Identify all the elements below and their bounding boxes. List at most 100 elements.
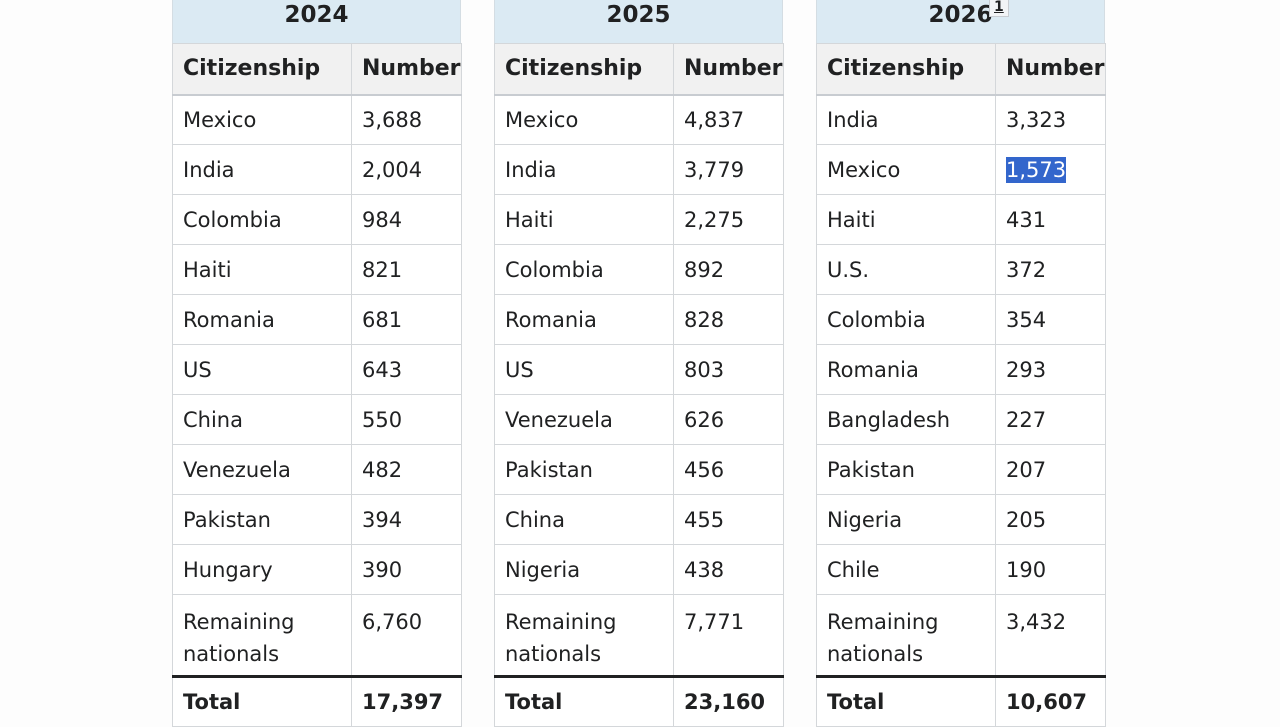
total-row: Total 17,397: [172, 675, 462, 727]
year-header: 2025: [494, 0, 783, 43]
number-cell: 4,837: [673, 94, 784, 145]
country-cell: Nigeria: [494, 544, 674, 595]
number-cell: 828: [673, 294, 784, 345]
country-cell: India: [172, 144, 352, 195]
table-row: Mexico 1,573: [816, 144, 1106, 195]
country-cell: Colombia: [494, 244, 674, 295]
number-cell: 681: [351, 294, 462, 345]
country-cell: Nigeria: [816, 494, 996, 545]
number-cell: 390: [351, 544, 462, 595]
country-cell: Pakistan: [494, 444, 674, 495]
selected-text[interactable]: 1,573: [1006, 156, 1067, 183]
number-cell: 227: [995, 394, 1106, 445]
header-row: Citizenship Number: [816, 43, 1106, 96]
table-row: India 3,323: [816, 94, 1106, 145]
country-cell: Pakistan: [816, 444, 996, 495]
number-cell: 354: [995, 294, 1106, 345]
table-row: Nigeria 205: [816, 494, 1106, 545]
country-cell: US: [494, 344, 674, 395]
table-row: Hungary 390: [172, 544, 462, 595]
year-title: 2026: [928, 2, 993, 28]
number-cell: 892: [673, 244, 784, 295]
total-label: Total: [816, 675, 996, 727]
number-cell: 438: [673, 544, 784, 595]
number-cell: 821: [351, 244, 462, 295]
total-value: 23,160: [673, 675, 784, 727]
number-cell: 372: [995, 244, 1106, 295]
country-cell: Haiti: [494, 194, 674, 245]
column-header-citizenship[interactable]: Citizenship: [172, 43, 352, 96]
table-row: Haiti 2,275: [494, 194, 784, 245]
country-cell: Romania: [172, 294, 352, 345]
year-header: 2024: [172, 0, 461, 43]
year-header: 2026 1: [816, 0, 1105, 43]
country-cell: Remaining nationals: [172, 594, 352, 677]
country-cell: China: [172, 394, 352, 445]
number-cell: 3,432: [995, 594, 1106, 677]
number-cell: 2,004: [351, 144, 462, 195]
country-cell: Romania: [494, 294, 674, 345]
citizenship-table: Citizenship Number Mexico 3,688 India 2,00…: [172, 43, 462, 727]
country-cell: Venezuela: [172, 444, 352, 495]
country-cell: India: [494, 144, 674, 195]
country-cell: Haiti: [816, 194, 996, 245]
total-value: 10,607: [995, 675, 1106, 727]
country-cell: Remaining nationals: [816, 594, 996, 677]
country-cell: Haiti: [172, 244, 352, 295]
table-row: Romania 828: [494, 294, 784, 345]
number-cell: 626: [673, 394, 784, 445]
number-cell: 394: [351, 494, 462, 545]
number-cell: 207: [995, 444, 1106, 495]
column-header-citizenship[interactable]: Citizenship: [816, 43, 996, 96]
table-row: Colombia 354: [816, 294, 1106, 345]
year-title: 2025: [606, 2, 671, 28]
year-title: 2024: [284, 2, 349, 28]
number-cell: 3,688: [351, 94, 462, 145]
number-cell: 1,573: [995, 144, 1106, 195]
column-header-number[interactable]: Number: [351, 43, 462, 96]
table-row: Remaining nationals 3,432: [816, 594, 1106, 677]
column-header-citizenship[interactable]: Citizenship: [494, 43, 674, 96]
table-2025: 2025 Citizenship Number Mexico 4,837 Indi…: [494, 0, 784, 727]
table-row: Venezuela 482: [172, 444, 462, 495]
table-row: Colombia 892: [494, 244, 784, 295]
header-row: Citizenship Number: [494, 43, 784, 96]
number-cell: 6,760: [351, 594, 462, 677]
table-row: Pakistan 456: [494, 444, 784, 495]
number-cell: 431: [995, 194, 1106, 245]
number-cell: 190: [995, 544, 1106, 595]
column-header-number[interactable]: Number: [995, 43, 1106, 96]
table-row: Chile 190: [816, 544, 1106, 595]
table-row: Nigeria 438: [494, 544, 784, 595]
number-cell: 482: [351, 444, 462, 495]
number-cell: 984: [351, 194, 462, 245]
column-header-number[interactable]: Number: [673, 43, 784, 96]
table-row: Mexico 4,837: [494, 94, 784, 145]
table-row: Remaining nationals 7,771: [494, 594, 784, 677]
number-cell: 205: [995, 494, 1106, 545]
country-cell: Mexico: [494, 94, 674, 145]
number-cell: 803: [673, 344, 784, 395]
table-row: Romania 293: [816, 344, 1106, 395]
footnote-reference-link[interactable]: 1: [989, 0, 1009, 17]
table-row: India 2,004: [172, 144, 462, 195]
number-cell: 7,771: [673, 594, 784, 677]
number-cell: 2,275: [673, 194, 784, 245]
country-cell: Remaining nationals: [494, 594, 674, 677]
table-2024: 2024 Citizenship Number Mexico 3,688 Indi…: [172, 0, 462, 727]
table-row: Romania 681: [172, 294, 462, 345]
total-label: Total: [494, 675, 674, 727]
total-row: Total 23,160: [494, 675, 784, 727]
table-row: Haiti 821: [172, 244, 462, 295]
total-row: Total 10,607: [816, 675, 1106, 727]
country-cell: Bangladesh: [816, 394, 996, 445]
table-row: US 643: [172, 344, 462, 395]
number-cell: 643: [351, 344, 462, 395]
country-cell: US: [172, 344, 352, 395]
table-row: Colombia 984: [172, 194, 462, 245]
country-cell: Colombia: [816, 294, 996, 345]
country-cell: U.S.: [816, 244, 996, 295]
table-row: Haiti 431: [816, 194, 1106, 245]
country-cell: Pakistan: [172, 494, 352, 545]
table-row: US 803: [494, 344, 784, 395]
